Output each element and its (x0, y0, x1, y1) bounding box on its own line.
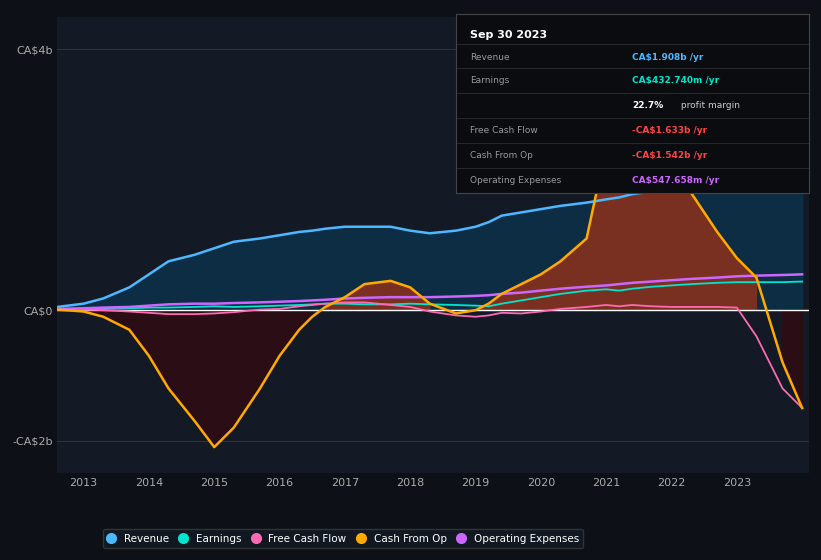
Text: Revenue: Revenue (470, 53, 509, 62)
Text: 22.7%: 22.7% (632, 101, 663, 110)
Text: CA$432.740m /yr: CA$432.740m /yr (632, 76, 719, 85)
Text: Earnings: Earnings (470, 76, 509, 85)
Text: Free Cash Flow: Free Cash Flow (470, 126, 538, 135)
Text: profit margin: profit margin (678, 101, 740, 110)
Text: CA$1.908b /yr: CA$1.908b /yr (632, 53, 704, 62)
Text: Cash From Op: Cash From Op (470, 151, 533, 160)
Text: Operating Expenses: Operating Expenses (470, 176, 561, 185)
Text: -CA$1.542b /yr: -CA$1.542b /yr (632, 151, 708, 160)
Text: -CA$1.633b /yr: -CA$1.633b /yr (632, 126, 708, 135)
Text: CA$547.658m /yr: CA$547.658m /yr (632, 176, 719, 185)
Legend: Revenue, Earnings, Free Cash Flow, Cash From Op, Operating Expenses: Revenue, Earnings, Free Cash Flow, Cash … (103, 529, 583, 548)
Text: Sep 30 2023: Sep 30 2023 (470, 30, 547, 40)
